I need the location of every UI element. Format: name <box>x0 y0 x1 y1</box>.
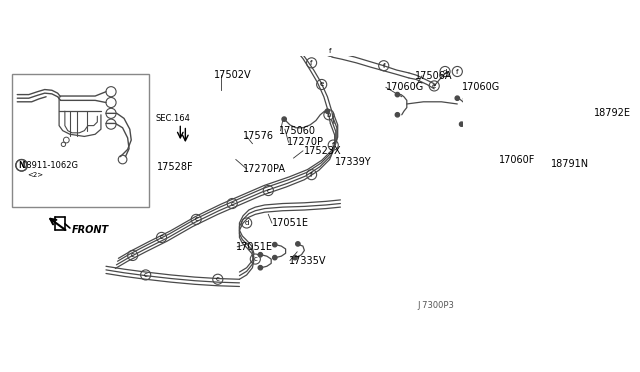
Text: 17339Y: 17339Y <box>335 157 371 167</box>
Circle shape <box>282 117 286 121</box>
Circle shape <box>258 253 262 257</box>
Text: f: f <box>310 60 313 66</box>
Text: f: f <box>456 68 458 74</box>
Text: c: c <box>131 253 134 259</box>
Circle shape <box>586 102 591 106</box>
Text: c: c <box>194 217 198 222</box>
Text: c: c <box>253 256 257 262</box>
Text: 17060G: 17060G <box>461 82 500 92</box>
Bar <box>12 74 149 207</box>
Text: c: c <box>144 272 148 278</box>
Circle shape <box>455 96 460 100</box>
Text: f: f <box>383 63 385 69</box>
Circle shape <box>273 243 277 247</box>
Text: c: c <box>159 234 163 240</box>
Circle shape <box>489 153 493 157</box>
Text: 17502V: 17502V <box>214 70 252 80</box>
Text: 08911-1062G: 08911-1062G <box>22 161 79 170</box>
Text: J 7300P3: J 7300P3 <box>417 301 454 310</box>
Text: 17335V: 17335V <box>289 256 326 266</box>
Circle shape <box>396 92 399 97</box>
Text: 175060: 175060 <box>279 126 316 136</box>
Circle shape <box>296 242 300 246</box>
Text: f: f <box>310 171 313 178</box>
Circle shape <box>460 122 464 126</box>
Text: 17528F: 17528F <box>157 162 193 172</box>
Text: N: N <box>19 161 25 170</box>
Text: 17060F: 17060F <box>499 154 536 164</box>
Text: SEC.164: SEC.164 <box>155 114 190 123</box>
Text: 17060G: 17060G <box>386 82 424 92</box>
Circle shape <box>293 256 297 260</box>
Text: c: c <box>216 276 220 282</box>
Text: 17270PA: 17270PA <box>243 164 286 174</box>
Text: c: c <box>266 187 270 193</box>
Text: FRONT: FRONT <box>72 225 109 235</box>
Text: e: e <box>432 83 436 89</box>
Text: <2>: <2> <box>28 171 44 178</box>
Circle shape <box>325 109 330 113</box>
Text: 17051E: 17051E <box>272 218 309 228</box>
Text: e: e <box>319 81 324 87</box>
Circle shape <box>273 256 277 260</box>
Text: 17270P: 17270P <box>287 137 324 147</box>
Text: d: d <box>443 68 447 74</box>
Circle shape <box>258 266 262 270</box>
Circle shape <box>581 84 586 88</box>
Circle shape <box>396 113 399 117</box>
Text: f: f <box>329 48 332 54</box>
Text: c: c <box>230 201 234 206</box>
Circle shape <box>467 172 472 176</box>
Text: b: b <box>326 112 331 118</box>
Text: 18792E: 18792E <box>595 108 632 118</box>
Text: N: N <box>19 161 25 170</box>
Text: d: d <box>244 220 249 226</box>
Text: 18791N: 18791N <box>551 159 589 169</box>
Text: 17576: 17576 <box>243 131 274 141</box>
Text: f: f <box>332 142 335 148</box>
Text: 17506A: 17506A <box>415 71 452 81</box>
Text: 17051E: 17051E <box>236 242 273 252</box>
Circle shape <box>554 149 558 153</box>
Circle shape <box>541 143 546 147</box>
Text: 17523X: 17523X <box>305 146 342 156</box>
